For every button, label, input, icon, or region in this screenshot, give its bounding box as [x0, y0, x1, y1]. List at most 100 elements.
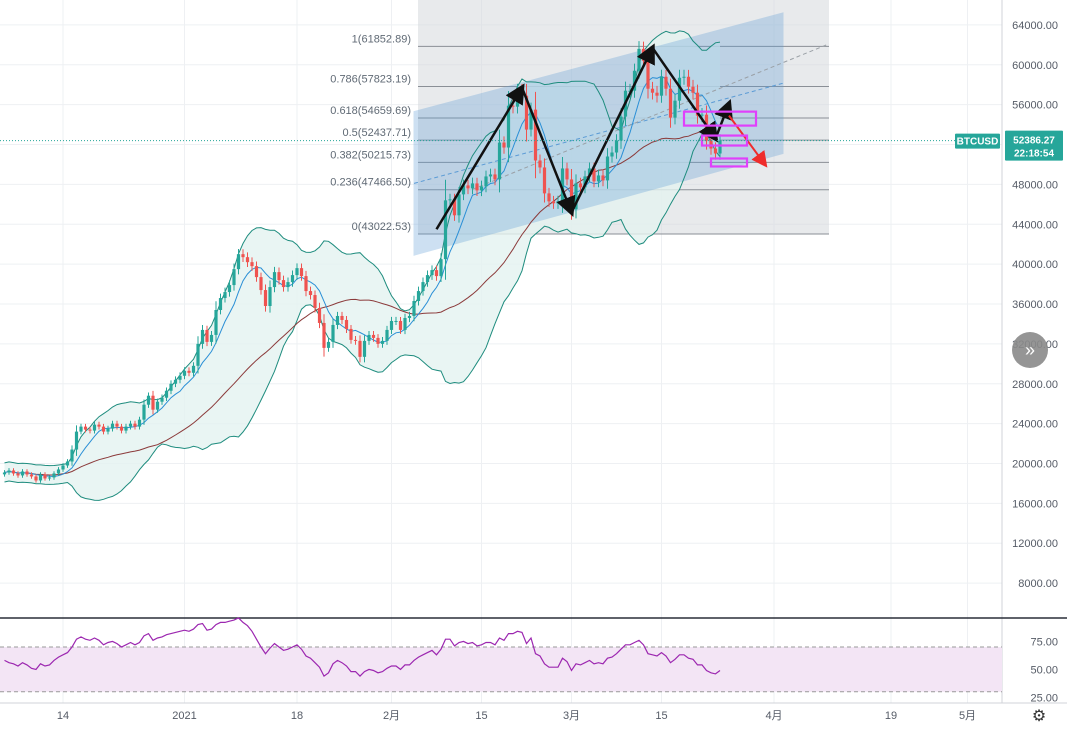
fibonacci-level-label: 0(43022.53) — [352, 221, 411, 233]
candle — [331, 319, 335, 348]
candle — [178, 372, 182, 384]
pattern-arrow — [520, 87, 576, 217]
pattern-arrow — [435, 83, 525, 230]
candle — [83, 423, 88, 433]
time-axis-tick-label: 3月 — [563, 710, 580, 722]
candle — [223, 287, 227, 303]
candle-body — [551, 201, 556, 204]
candle-body — [403, 317, 407, 330]
candle-body — [263, 290, 268, 307]
candle-body — [533, 109, 538, 161]
bollinger-lower-line — [4, 133, 721, 501]
candle — [151, 390, 155, 415]
candle — [578, 177, 583, 194]
candle — [119, 423, 124, 434]
candle-body — [110, 423, 115, 429]
candle-body — [412, 301, 416, 316]
candle-body — [245, 257, 250, 263]
price-axis-tick-label: 12000.00 — [1012, 538, 1058, 550]
candle — [470, 177, 475, 195]
time-axis-tick-label: 18 — [291, 710, 303, 722]
candle-body — [596, 175, 601, 182]
candle-body — [439, 259, 443, 277]
candle-body — [592, 168, 596, 182]
candle-body — [70, 449, 74, 462]
candle — [236, 248, 241, 275]
chart-settings-gear-icon[interactable]: ⚙ — [1031, 708, 1047, 725]
candle — [362, 335, 367, 363]
candle — [317, 302, 322, 329]
candle — [497, 129, 502, 193]
candle-body — [529, 109, 533, 130]
candle — [322, 314, 326, 357]
candle — [20, 469, 25, 478]
candle — [61, 463, 65, 472]
price-axis-tick-label: 20000.00 — [1012, 458, 1058, 470]
candle-body — [250, 262, 254, 267]
candle-body — [560, 168, 565, 202]
candle-body — [547, 193, 551, 202]
candle — [142, 399, 146, 425]
candle-body — [349, 328, 353, 340]
candle — [502, 136, 506, 154]
candle-body — [619, 116, 623, 141]
candle-body — [385, 329, 389, 341]
candle-body — [272, 272, 277, 288]
time-axis-tick-label: 14 — [57, 710, 69, 722]
candle — [79, 423, 83, 435]
rsi-line — [4, 617, 721, 678]
candle — [335, 311, 340, 330]
candle-body — [353, 339, 358, 341]
candle — [673, 93, 677, 125]
candle — [259, 272, 263, 295]
candle-body — [61, 465, 65, 470]
candle-body — [322, 322, 326, 348]
candle-body — [101, 426, 106, 432]
candle-body — [605, 156, 610, 181]
trend-line-dashed — [472, 43, 830, 190]
candle-body — [259, 277, 263, 291]
candle — [245, 252, 250, 267]
candle — [254, 261, 259, 282]
candle-body — [502, 142, 506, 148]
candle-body — [434, 270, 439, 277]
candle — [619, 108, 623, 149]
candle — [137, 416, 142, 430]
candle-body — [34, 476, 38, 481]
price-axis-tick-label: 40000.00 — [1012, 259, 1058, 271]
candle — [403, 313, 407, 335]
candle — [155, 398, 160, 413]
scroll-to-realtime-button[interactable]: » — [1012, 332, 1048, 368]
candle-body — [106, 428, 110, 432]
candle-body — [457, 194, 461, 216]
time-axis-tick-label: 15 — [655, 710, 667, 722]
candle-body — [160, 397, 164, 402]
candle-body — [16, 473, 20, 476]
candle — [196, 336, 200, 374]
candle — [655, 85, 659, 103]
candle-body — [601, 175, 605, 181]
candle-body — [47, 477, 52, 479]
candle — [488, 168, 493, 183]
candle — [182, 367, 187, 380]
candle-body — [448, 199, 452, 201]
candle — [2, 470, 7, 477]
candle — [340, 311, 344, 325]
candle-body — [430, 270, 434, 276]
candle-body — [191, 365, 196, 373]
bollinger-upper-line — [4, 30, 721, 467]
candle-body — [281, 280, 286, 288]
candle — [25, 469, 29, 477]
candle — [38, 472, 43, 483]
candle-body — [43, 474, 47, 479]
price-axis-tick-label: 44000.00 — [1012, 219, 1058, 231]
candle-body — [610, 152, 614, 157]
candle-body — [232, 269, 236, 286]
candle-body — [479, 186, 484, 191]
candle-body — [659, 76, 664, 96]
candle-body — [65, 461, 70, 466]
candle — [349, 325, 353, 344]
candle — [610, 146, 614, 163]
price-axis-tick-label: 48000.00 — [1012, 179, 1058, 191]
